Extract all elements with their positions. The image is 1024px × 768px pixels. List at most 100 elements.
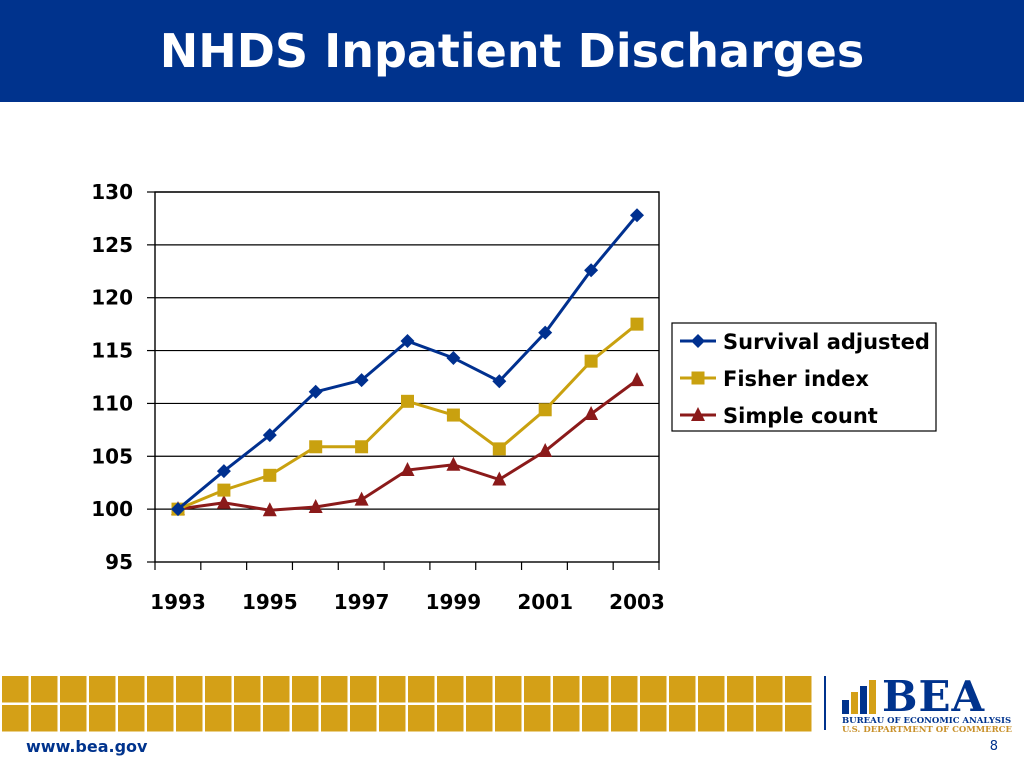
survival-adjusted-point bbox=[630, 208, 644, 223]
survival-adjusted-point bbox=[262, 428, 277, 443]
fisher-index-point bbox=[538, 403, 552, 417]
simple-count-point bbox=[492, 471, 507, 486]
y-tick-label: 120 bbox=[91, 286, 133, 310]
decorative-tile bbox=[756, 705, 783, 732]
simple-count-point bbox=[584, 406, 599, 420]
decorative-tile bbox=[89, 705, 116, 732]
simple-count-point bbox=[262, 502, 277, 517]
survival-adjusted-point bbox=[584, 263, 599, 278]
decorative-tile bbox=[495, 705, 522, 732]
decorative-tile bbox=[437, 676, 464, 703]
decorative-tile bbox=[756, 676, 783, 703]
decorative-tile bbox=[437, 705, 464, 732]
fisher-index-point bbox=[446, 408, 460, 422]
bea-logo-mark bbox=[842, 680, 876, 714]
fisher-index-point bbox=[263, 468, 277, 482]
decorative-tile bbox=[31, 705, 58, 732]
slide-title: NHDS Inpatient Discharges bbox=[159, 24, 865, 78]
legend-swatch-survival-adjusted bbox=[691, 334, 705, 348]
decorative-tile bbox=[2, 676, 29, 703]
decorative-tile bbox=[60, 676, 87, 703]
fisher-index-point bbox=[630, 317, 644, 331]
decorative-tile bbox=[553, 676, 580, 703]
y-tick-label: 125 bbox=[91, 233, 133, 257]
footer-url[interactable]: www.bea.gov bbox=[26, 737, 148, 756]
decorative-tile bbox=[292, 705, 319, 732]
decorative-tile bbox=[350, 705, 377, 732]
decorative-tile bbox=[350, 676, 377, 703]
fisher-index-point bbox=[355, 440, 369, 454]
y-tick-label: 115 bbox=[91, 339, 133, 363]
decorative-tile bbox=[727, 676, 754, 703]
decorative-tile bbox=[785, 705, 812, 732]
fisher-index-point bbox=[492, 442, 506, 456]
logo-divider bbox=[824, 676, 826, 730]
x-tick-label: 2001 bbox=[517, 590, 573, 614]
bea-logo-text: BEA bbox=[882, 672, 986, 721]
bea-logo-subtitle: BUREAU OF ECONOMIC ANALYSIS bbox=[842, 716, 1012, 726]
fisher-index-point bbox=[584, 354, 598, 368]
decorative-tile bbox=[118, 705, 145, 732]
decorative-tile bbox=[466, 705, 493, 732]
decorative-tile bbox=[263, 705, 290, 732]
decorative-tile bbox=[147, 705, 174, 732]
simple-count-point bbox=[630, 372, 644, 387]
survival-adjusted-point bbox=[538, 325, 553, 340]
decorative-tile bbox=[292, 676, 319, 703]
decorative-tile bbox=[582, 705, 609, 732]
plot-area bbox=[154, 191, 660, 563]
y-tick-label: 110 bbox=[91, 391, 133, 415]
fisher-index-point bbox=[401, 394, 414, 408]
fisher-index-point bbox=[309, 440, 323, 454]
decorative-tile bbox=[60, 705, 87, 732]
decorative-tile bbox=[408, 705, 435, 732]
decorative-tile bbox=[379, 705, 406, 732]
decorative-tile bbox=[727, 705, 754, 732]
decorative-tile bbox=[698, 676, 725, 703]
simple-count-point bbox=[400, 462, 415, 477]
survival-adjusted-point bbox=[492, 374, 507, 389]
decorative-tile bbox=[640, 676, 667, 703]
fisher-index-point bbox=[217, 483, 231, 497]
decorative-tile bbox=[640, 705, 667, 732]
decorative-tile bbox=[176, 705, 203, 732]
x-tick-label: 1999 bbox=[426, 590, 482, 614]
decorative-tile bbox=[234, 676, 261, 703]
y-tick-label: 95 bbox=[105, 550, 133, 574]
x-tick-label: 2003 bbox=[609, 590, 665, 614]
decorative-tile bbox=[524, 676, 551, 703]
decorative-tile bbox=[611, 705, 638, 732]
survival-adjusted-point bbox=[446, 350, 461, 365]
decorative-tile bbox=[524, 705, 551, 732]
decorative-tile bbox=[611, 676, 638, 703]
decorative-tile bbox=[205, 705, 232, 732]
decorative-tile bbox=[31, 676, 58, 703]
fisher-index-line bbox=[177, 322, 638, 511]
decorative-tile bbox=[89, 676, 116, 703]
simple-count-point bbox=[354, 491, 369, 506]
page-number: 8 bbox=[989, 739, 998, 754]
decorative-tile bbox=[2, 705, 29, 732]
survival-adjusted-point bbox=[216, 464, 231, 479]
y-tick-label: 105 bbox=[91, 444, 133, 468]
decorative-tile bbox=[669, 676, 696, 703]
decorative-tile bbox=[118, 676, 145, 703]
y-tick-label: 130 bbox=[91, 180, 133, 204]
bea-logo-department: U.S. DEPARTMENT OF COMMERCE bbox=[842, 725, 1012, 735]
survival-adjusted-point bbox=[308, 384, 323, 399]
legend-swatch-fisher-index bbox=[691, 371, 705, 385]
x-tick-label: 1995 bbox=[242, 590, 298, 614]
legend-label-simple-count: Simple count bbox=[723, 404, 878, 428]
decorative-tile bbox=[553, 705, 580, 732]
simple-count-point bbox=[216, 494, 231, 509]
decorative-tile bbox=[698, 705, 725, 732]
legend-swatch-simple-count bbox=[691, 407, 705, 421]
decorative-tile bbox=[205, 676, 232, 703]
decorative-tile bbox=[263, 676, 290, 703]
decorative-tile bbox=[408, 676, 435, 703]
decorative-tile bbox=[321, 676, 348, 703]
decorative-tile bbox=[147, 676, 174, 703]
simple-count-point bbox=[538, 443, 553, 457]
x-tick-label: 1997 bbox=[334, 590, 390, 614]
